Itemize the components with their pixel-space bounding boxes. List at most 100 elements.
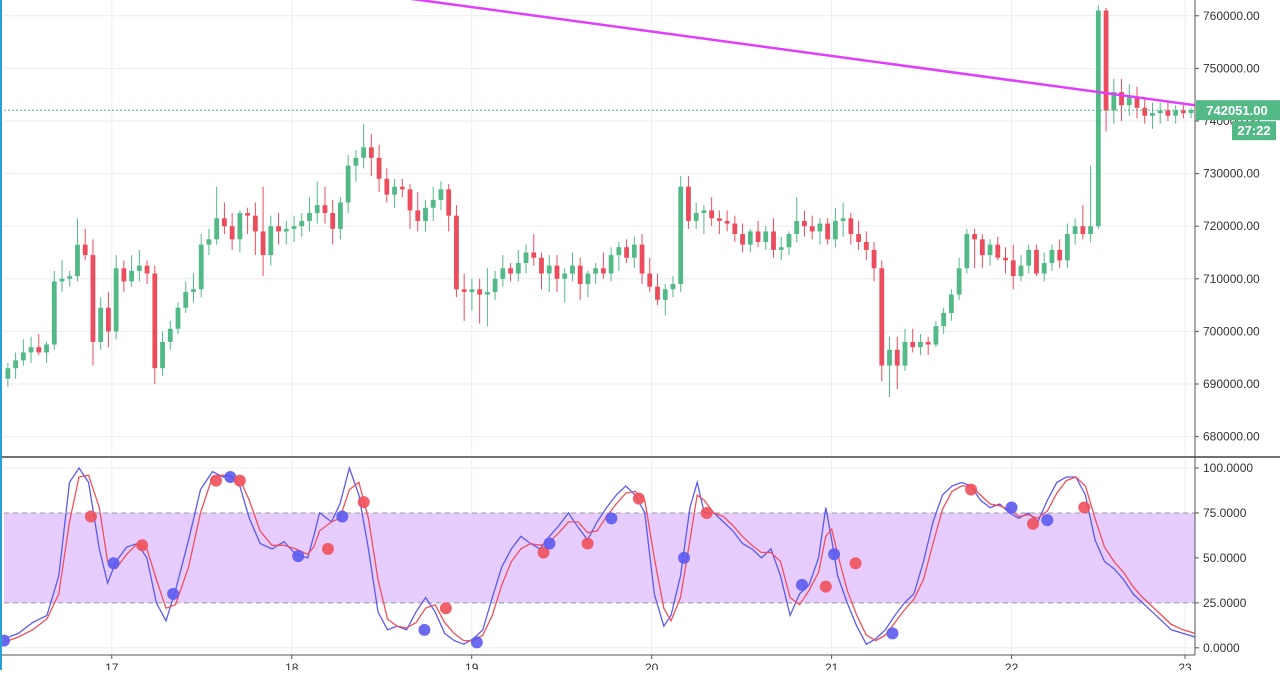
candle-body <box>948 294 954 313</box>
candle <box>910 328 916 353</box>
candle-body <box>484 291 490 295</box>
candle <box>778 236 784 261</box>
candle-body <box>477 289 483 295</box>
candle <box>523 244 529 274</box>
candle-body <box>1003 257 1008 261</box>
candle-body <box>593 268 599 274</box>
stoch-marker <box>357 496 370 509</box>
candle <box>438 181 444 211</box>
candle <box>283 220 289 245</box>
candle <box>508 263 513 282</box>
candle <box>415 191 421 232</box>
candle <box>291 215 297 242</box>
candle <box>562 268 568 303</box>
stoch-tick-label: 75.0000 <box>1203 506 1247 520</box>
candle <box>817 218 823 245</box>
candle <box>268 215 274 266</box>
candle-body <box>167 328 173 342</box>
candle-body <box>546 265 552 274</box>
candle <box>206 228 212 256</box>
candle <box>1003 247 1008 274</box>
candle <box>701 205 707 235</box>
candle-body <box>175 307 181 329</box>
candle-body <box>28 347 34 353</box>
candle-body <box>500 268 506 279</box>
candle-body <box>794 220 800 235</box>
candle <box>59 260 65 292</box>
candle <box>624 239 629 264</box>
candle-body <box>1095 10 1101 227</box>
candle <box>856 220 861 250</box>
candle-body <box>554 265 560 279</box>
candle <box>461 273 467 321</box>
candle-body <box>330 213 336 229</box>
candle <box>51 270 57 350</box>
candle <box>1064 223 1070 269</box>
candle-body <box>59 278 65 282</box>
candle-body <box>106 307 111 332</box>
candle-body <box>222 218 227 227</box>
candle-body <box>322 205 328 214</box>
candle-body <box>1018 265 1024 277</box>
candle <box>755 220 761 248</box>
candle-body <box>160 341 165 369</box>
candle <box>925 336 931 356</box>
stoch-tick-label: 50.0000 <box>1203 551 1247 565</box>
candle <box>515 249 521 282</box>
candle-body <box>438 189 444 200</box>
candle <box>832 207 838 248</box>
candle-body <box>121 268 127 282</box>
candle-body <box>5 368 11 379</box>
candle-body <box>979 239 985 256</box>
candle <box>693 202 699 229</box>
candle-body <box>639 244 645 274</box>
candle <box>879 260 885 382</box>
candle <box>1080 205 1086 240</box>
candle <box>98 297 104 350</box>
candle-body <box>655 286 660 300</box>
candle <box>322 186 328 224</box>
candle <box>1134 86 1140 119</box>
candle <box>670 276 676 298</box>
candle-body <box>716 218 722 221</box>
candle-body <box>1064 234 1070 261</box>
candle <box>1095 5 1101 229</box>
candle <box>500 255 506 287</box>
candle-body <box>237 213 243 240</box>
candle-body <box>863 241 869 250</box>
candle <box>600 252 606 279</box>
candle-body <box>585 273 591 285</box>
candle-body <box>399 186 405 190</box>
candle-body <box>778 247 784 250</box>
candle <box>307 197 312 232</box>
candle-body <box>995 244 1001 258</box>
candle <box>987 239 993 266</box>
candle <box>44 341 49 363</box>
price-tick-label: 720000.00 <box>1203 219 1260 233</box>
candle <box>353 149 359 182</box>
candle-body <box>616 247 622 256</box>
stoch-marker <box>136 539 149 552</box>
candle-body <box>600 268 606 274</box>
candle <box>871 241 877 282</box>
candle-body <box>276 226 281 232</box>
trendline[interactable] <box>361 0 1196 107</box>
candle-body <box>740 234 745 245</box>
candle-body <box>941 312 947 327</box>
candle-body <box>508 268 513 274</box>
candle-body <box>570 265 575 274</box>
candle-body <box>44 344 49 353</box>
stoch-marker <box>537 546 550 559</box>
stoch-marker <box>0 634 10 647</box>
x-tick-label: 20 <box>645 661 659 670</box>
stoch-marker <box>543 537 556 550</box>
candle <box>113 255 119 340</box>
candle <box>964 228 970 274</box>
candle-body <box>747 231 753 245</box>
candle <box>160 331 165 377</box>
candle <box>1103 7 1109 132</box>
candle-body <box>902 341 908 366</box>
candle <box>1188 107 1194 119</box>
